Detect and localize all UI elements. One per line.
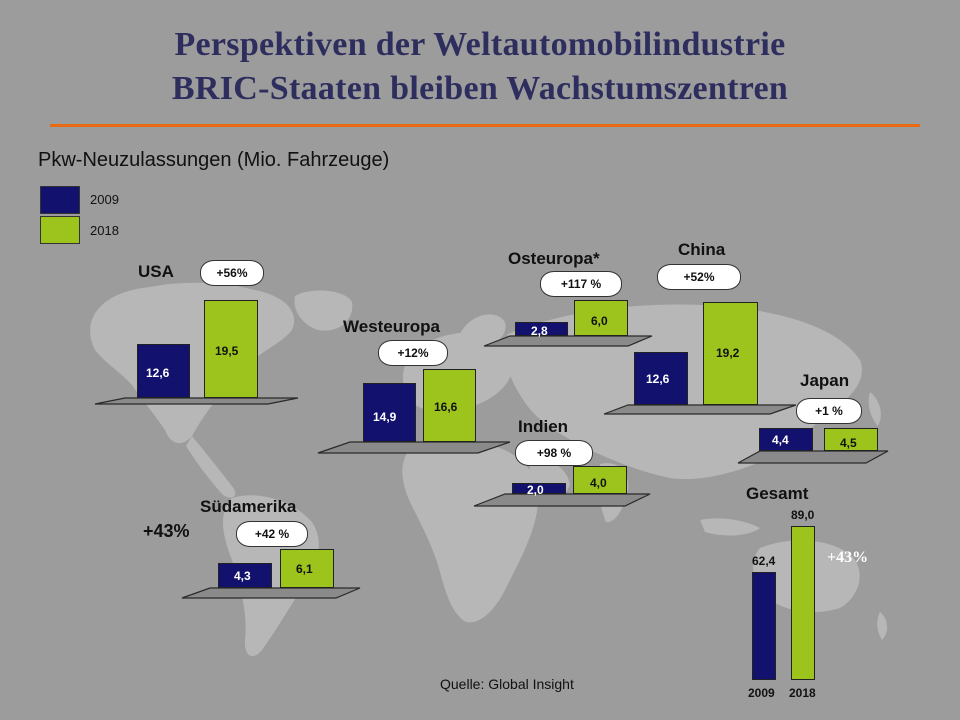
north-america-shape bbox=[90, 282, 295, 444]
bar-china-2009 bbox=[634, 352, 688, 405]
legend-swatch-2009 bbox=[40, 186, 80, 214]
title-underline bbox=[50, 124, 920, 127]
growth-badge-indien: +98 % bbox=[515, 440, 593, 466]
total-growth-label: +43% bbox=[827, 549, 869, 566]
value-label-china-2009: 12,6 bbox=[646, 372, 670, 386]
bar-usa-2018 bbox=[204, 300, 258, 398]
japan-shape bbox=[868, 392, 881, 426]
platform-suedamerika bbox=[181, 587, 361, 599]
bar-china-2018 bbox=[703, 302, 758, 405]
region-name-indien: Indien bbox=[518, 417, 569, 436]
growth-badge-suedamerika: +42 % bbox=[236, 521, 308, 547]
value-label-japan-2009: 4,4 bbox=[772, 433, 789, 447]
value-label-china-2018: 19,2 bbox=[716, 346, 740, 360]
region-name-japan: Japan bbox=[800, 371, 850, 390]
bar-indien-2018 bbox=[573, 466, 627, 494]
bar-japan-2009 bbox=[759, 428, 813, 451]
region-name-usa: USA bbox=[138, 262, 174, 281]
growth-badge-osteuropa: +117 % bbox=[540, 271, 622, 297]
central-america-shape bbox=[186, 436, 236, 498]
suedamerika-overall-growth: +43% bbox=[143, 521, 190, 541]
total-bar-2009 bbox=[752, 572, 776, 680]
growth-badge-japan: +1 % bbox=[796, 398, 862, 424]
value-label-japan-2018: 4,5 bbox=[840, 436, 857, 450]
bar-osteuropa-2018 bbox=[574, 300, 628, 336]
source-note: Quelle: Global Insight bbox=[440, 676, 574, 692]
region-name-westeuropa: Westeuropa bbox=[343, 317, 440, 336]
value-label-westeuropa-2009: 14,9 bbox=[373, 410, 397, 424]
total-bar-2018 bbox=[791, 526, 815, 680]
region-name-china: China bbox=[678, 240, 726, 259]
new-zealand-shape bbox=[877, 612, 888, 640]
bar-indien-2009 bbox=[512, 483, 566, 494]
platform-westeuropa bbox=[317, 441, 511, 454]
chart-subtitle: Pkw-Neuzulassungen (Mio. Fahrzeuge) bbox=[38, 149, 390, 171]
value-label-usa-2018: 19,5 bbox=[215, 344, 239, 358]
value-label-suedamerika-2009: 4,3 bbox=[234, 569, 251, 583]
growth-badge-china: +52% bbox=[657, 264, 741, 290]
value-label-westeuropa-2018: 16,6 bbox=[434, 400, 458, 414]
value-label-suedamerika-2018: 6,1 bbox=[296, 562, 313, 576]
value-label-usa-2009: 12,6 bbox=[146, 366, 170, 380]
growth-badge-westeuropa: +12% bbox=[378, 340, 448, 366]
greenland-shape bbox=[294, 290, 353, 331]
total-value-label-2018: 89,0 bbox=[791, 508, 815, 522]
africa-shape bbox=[402, 440, 539, 623]
bar-japan-2018 bbox=[824, 428, 878, 451]
platform-japan bbox=[737, 450, 889, 464]
indonesia-shape bbox=[700, 518, 760, 536]
platform-osteuropa bbox=[483, 335, 653, 347]
total-chart-title: Gesamt bbox=[746, 484, 809, 503]
value-label-osteuropa-2009: 2,8 bbox=[531, 324, 548, 338]
value-label-indien-2018: 4,0 bbox=[590, 476, 607, 490]
bar-suedamerika-2009 bbox=[218, 563, 272, 588]
region-name-suedamerika: Südamerika bbox=[200, 497, 297, 516]
legend-label-2018: 2018 bbox=[90, 223, 119, 238]
total-year-label-2018: 2018 bbox=[789, 686, 816, 700]
value-label-osteuropa-2018: 6,0 bbox=[591, 314, 608, 328]
legend-swatch-2018 bbox=[40, 216, 80, 244]
bar-osteuropa-2009 bbox=[515, 322, 568, 336]
total-value-label-2009: 62,4 bbox=[752, 554, 776, 568]
title-line-1: Perspektiven der Weltautomobilindustrie bbox=[174, 26, 786, 63]
bar-westeuropa-2018 bbox=[423, 369, 476, 442]
total-year-label-2009: 2009 bbox=[748, 686, 775, 700]
platform-usa bbox=[94, 397, 299, 405]
region-name-osteuropa: Osteuropa* bbox=[508, 249, 600, 268]
platform-indien bbox=[473, 493, 651, 507]
bar-westeuropa-2009 bbox=[363, 383, 416, 442]
platform-china bbox=[603, 404, 797, 415]
title-line-2: BRIC-Staaten bleiben Wachstumszentren bbox=[171, 70, 789, 107]
bar-suedamerika-2018 bbox=[280, 549, 334, 588]
legend-label-2009: 2009 bbox=[90, 192, 119, 207]
value-label-indien-2009: 2,0 bbox=[527, 483, 544, 497]
bar-usa-2009 bbox=[137, 344, 190, 398]
scandinavia-shape bbox=[460, 314, 506, 346]
growth-badge-usa: +56% bbox=[200, 260, 264, 286]
